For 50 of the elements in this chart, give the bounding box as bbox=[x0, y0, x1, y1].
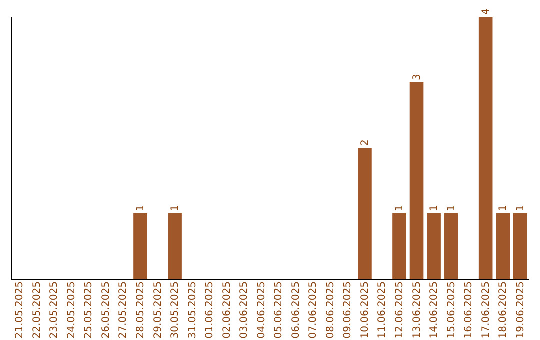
x-tick-label: 06.06.2025 bbox=[290, 282, 302, 339]
x-tick-label: 28.05.2025 bbox=[136, 282, 146, 339]
x-tick-label: 13.06.2025 bbox=[412, 282, 423, 339]
data-label: 1 bbox=[394, 205, 406, 212]
x-tick-label: 27.05.2025 bbox=[118, 282, 130, 339]
x-tick-label: 31.05.2025 bbox=[187, 282, 198, 339]
data-label: 1 bbox=[429, 205, 440, 212]
x-tick-label: 12.06.2025 bbox=[394, 282, 406, 339]
data-label: 1 bbox=[515, 205, 526, 212]
x-tick-label: 24.05.2025 bbox=[66, 282, 78, 339]
data-label: 3 bbox=[412, 74, 423, 80]
data-label: 2 bbox=[360, 140, 371, 146]
x-tick-label: 01.06.2025 bbox=[204, 282, 216, 339]
data-label: 1 bbox=[446, 205, 458, 212]
x-tick-label: 29.05.2025 bbox=[152, 282, 164, 339]
x-tick-label: 23.05.2025 bbox=[49, 282, 60, 339]
x-tick-label: 19.06.2025 bbox=[515, 282, 526, 339]
bar bbox=[392, 214, 406, 279]
bar bbox=[496, 214, 510, 279]
bar bbox=[513, 214, 528, 279]
bar bbox=[410, 82, 424, 279]
bar bbox=[358, 148, 372, 279]
x-tick-label: 03.06.2025 bbox=[239, 282, 250, 339]
bar bbox=[168, 214, 182, 279]
bar bbox=[134, 214, 148, 279]
x-tick-label: 02.06.2025 bbox=[222, 282, 233, 339]
x-tick-label: 16.06.2025 bbox=[464, 282, 475, 339]
x-tick-label: 30.05.2025 bbox=[170, 282, 182, 339]
x-tick-label: 08.06.2025 bbox=[325, 282, 336, 339]
x-tick-label: 26.05.2025 bbox=[100, 282, 112, 339]
x-tick-label: 09.06.2025 bbox=[342, 282, 354, 339]
x-tick-label: 05.06.2025 bbox=[274, 282, 285, 339]
data-label: 1 bbox=[498, 205, 510, 212]
x-tick-label: 11.06.2025 bbox=[377, 282, 388, 339]
bar bbox=[444, 214, 458, 279]
x-tick-label: 21.05.2025 bbox=[14, 282, 26, 339]
x-tick-label: 10.06.2025 bbox=[360, 282, 371, 339]
x-tick-label: 14.06.2025 bbox=[429, 282, 440, 339]
data-label: 1 bbox=[136, 205, 146, 212]
bar bbox=[478, 17, 493, 279]
data-label: 1 bbox=[170, 205, 182, 212]
x-tick-label: 15.06.2025 bbox=[446, 282, 458, 339]
x-tick-label: 25.05.2025 bbox=[84, 282, 95, 339]
x-tick-label: 07.06.2025 bbox=[308, 282, 320, 339]
bar bbox=[427, 214, 441, 279]
x-tick-label: 04.06.2025 bbox=[256, 282, 268, 339]
x-tick-label: 18.06.2025 bbox=[498, 282, 510, 339]
x-tick-label: 17.06.2025 bbox=[480, 282, 492, 339]
data-label: 4 bbox=[480, 8, 492, 15]
x-tick-label: 22.05.2025 bbox=[32, 282, 43, 339]
